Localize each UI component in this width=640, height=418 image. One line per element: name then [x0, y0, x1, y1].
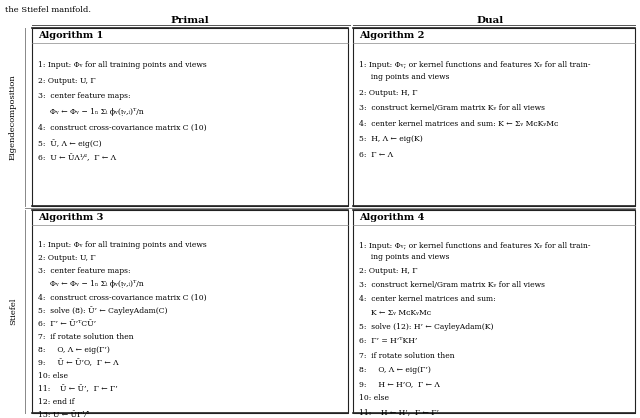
Text: Φᵥ ← Φᵥ − 1ₙ Σᵢ ϕᵥ(ᴉᵥ,ᵢ)ᵀ/n: Φᵥ ← Φᵥ − 1ₙ Σᵢ ϕᵥ(ᴉᵥ,ᵢ)ᵀ/n: [38, 280, 144, 288]
Text: 4:  construct cross-covariance matrix C (10): 4: construct cross-covariance matrix C (…: [38, 293, 207, 301]
Text: 6:  Γ’ = H’ᵀKH’: 6: Γ’ = H’ᵀKH’: [359, 337, 417, 345]
Text: 2: Output: H, Γ: 2: Output: H, Γ: [359, 89, 417, 97]
Bar: [32, 28, 348, 206]
Text: 11:    H ← H’,  Γ ← Γ’: 11: H ← H’, Γ ← Γ’: [359, 408, 439, 416]
Text: Eigendecomposition: Eigendecomposition: [9, 74, 17, 160]
Text: 1: Input: Φᵥ; or kernel functions and features Xᵥ for all train-: 1: Input: Φᵥ; or kernel functions and fe…: [359, 242, 591, 250]
Text: 4:  center kernel matrices and sum: K ← Σᵥ MᴄKᵥMᴄ: 4: center kernel matrices and sum: K ← Σ…: [359, 120, 558, 127]
Text: 6:  Γ ← Λ: 6: Γ ← Λ: [359, 150, 393, 158]
Text: 11:    Ū ← Ū’,  Γ ← Γ’: 11: Ū ← Ū’, Γ ← Γ’: [38, 385, 118, 393]
Text: 9:     H ← H’O,  Γ ← Λ: 9: H ← H’O, Γ ← Λ: [359, 380, 440, 388]
Text: 1: Input: Φᵥ; or kernel functions and features Xᵥ for all train-: 1: Input: Φᵥ; or kernel functions and fe…: [359, 61, 591, 69]
Bar: [353, 210, 635, 413]
Text: 1: Input: Φᵥ for all training points and views: 1: Input: Φᵥ for all training points and…: [38, 61, 207, 69]
Text: 12: end if: 12: end if: [38, 398, 74, 406]
Bar: [353, 28, 635, 206]
Text: Dual: Dual: [476, 16, 504, 25]
Text: ing points and views: ing points and views: [359, 73, 449, 81]
Text: 13: U ← ŪΓ¹⁄²: 13: U ← ŪΓ¹⁄²: [38, 411, 90, 418]
Text: 4:  center kernel matrices and sum:: 4: center kernel matrices and sum:: [359, 295, 496, 303]
Text: Φᵥ ← Φᵥ − 1ₙ Σᵢ ϕᵥ(ᴉᵥ,ᵢ)ᵀ/n: Φᵥ ← Φᵥ − 1ₙ Σᵢ ϕᵥ(ᴉᵥ,ᵢ)ᵀ/n: [38, 108, 144, 116]
Text: the Stiefel manifold.: the Stiefel manifold.: [5, 6, 91, 14]
Text: 9:     Ū ← Ū’O,  Γ ← Λ: 9: Ū ← Ū’O, Γ ← Λ: [38, 359, 118, 367]
Text: Algorithm 1: Algorithm 1: [38, 31, 103, 41]
Text: 8:     O, Λ ← eig(Γ’): 8: O, Λ ← eig(Γ’): [359, 366, 431, 374]
Text: 5:  solve (12): H’ ← CayleyAdam(K): 5: solve (12): H’ ← CayleyAdam(K): [359, 323, 493, 331]
Text: ing points and views: ing points and views: [359, 253, 449, 261]
Text: 4:  construct cross-covariance matrix C (10): 4: construct cross-covariance matrix C (…: [38, 123, 207, 132]
Text: 7:  if rotate solution then: 7: if rotate solution then: [359, 352, 454, 359]
Text: 6:  Γ’ ← Ū’ᵀCŪ’: 6: Γ’ ← Ū’ᵀCŪ’: [38, 320, 96, 328]
Text: Stiefel: Stiefel: [9, 298, 17, 325]
Text: Primal: Primal: [171, 16, 209, 25]
Text: Algorithm 4: Algorithm 4: [359, 214, 424, 222]
Text: K ← Σᵥ MᴄKᵥMᴄ: K ← Σᵥ MᴄKᵥMᴄ: [359, 309, 431, 317]
Text: 3:  construct kernel/Gram matrix Kᵥ for all views: 3: construct kernel/Gram matrix Kᵥ for a…: [359, 104, 545, 112]
Text: 3:  construct kernel/Gram matrix Kᵥ for all views: 3: construct kernel/Gram matrix Kᵥ for a…: [359, 281, 545, 289]
Text: 10: else: 10: else: [38, 372, 68, 380]
Text: 7:  if rotate solution then: 7: if rotate solution then: [38, 333, 134, 341]
Bar: [32, 210, 348, 413]
Text: 2: Output: U, Γ: 2: Output: U, Γ: [38, 77, 95, 85]
Text: Algorithm 2: Algorithm 2: [359, 31, 424, 41]
Text: 2: Output: H, Γ: 2: Output: H, Γ: [359, 267, 417, 275]
Text: 5:  H, Λ ← eig(K): 5: H, Λ ← eig(K): [359, 135, 423, 143]
Text: 10: else: 10: else: [359, 394, 389, 402]
Text: 2: Output: U, Γ: 2: Output: U, Γ: [38, 254, 95, 262]
Text: 5:  Ū, Λ ← eig(C): 5: Ū, Λ ← eig(C): [38, 139, 102, 148]
Text: Algorithm 3: Algorithm 3: [38, 214, 104, 222]
Text: 3:  center feature maps:: 3: center feature maps:: [38, 92, 131, 100]
Text: 5:  solve (8): Ū’ ← CayleyAdam(C): 5: solve (8): Ū’ ← CayleyAdam(C): [38, 307, 168, 316]
Text: 3:  center feature maps:: 3: center feature maps:: [38, 268, 131, 275]
Text: 6:  U ← ŪΛ¹⁄²,  Γ ← Λ: 6: U ← ŪΛ¹⁄², Γ ← Λ: [38, 155, 116, 163]
Text: 8:     O, Λ ← eig(Γ’): 8: O, Λ ← eig(Γ’): [38, 346, 110, 354]
Text: 1: Input: Φᵥ for all training points and views: 1: Input: Φᵥ for all training points and…: [38, 241, 207, 249]
